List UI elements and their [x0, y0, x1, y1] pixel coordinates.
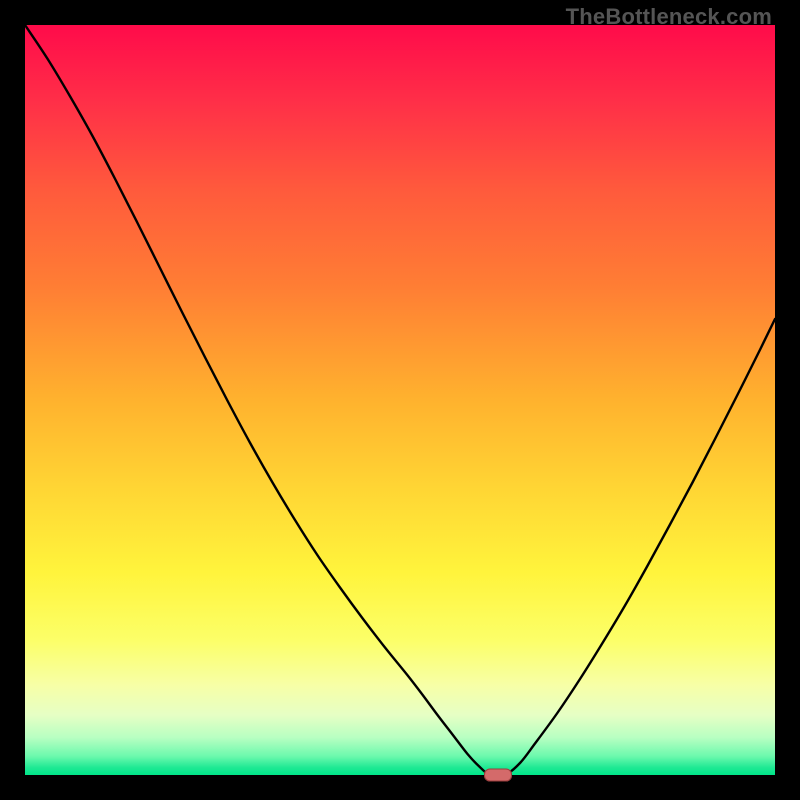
bottleneck-chart: TheBottleneck.com	[0, 0, 800, 800]
plot-area	[25, 25, 775, 775]
bottleneck-curve	[25, 25, 775, 775]
curve-layer	[25, 25, 775, 775]
watermark-text: TheBottleneck.com	[566, 4, 772, 30]
optimal-marker	[484, 769, 512, 782]
